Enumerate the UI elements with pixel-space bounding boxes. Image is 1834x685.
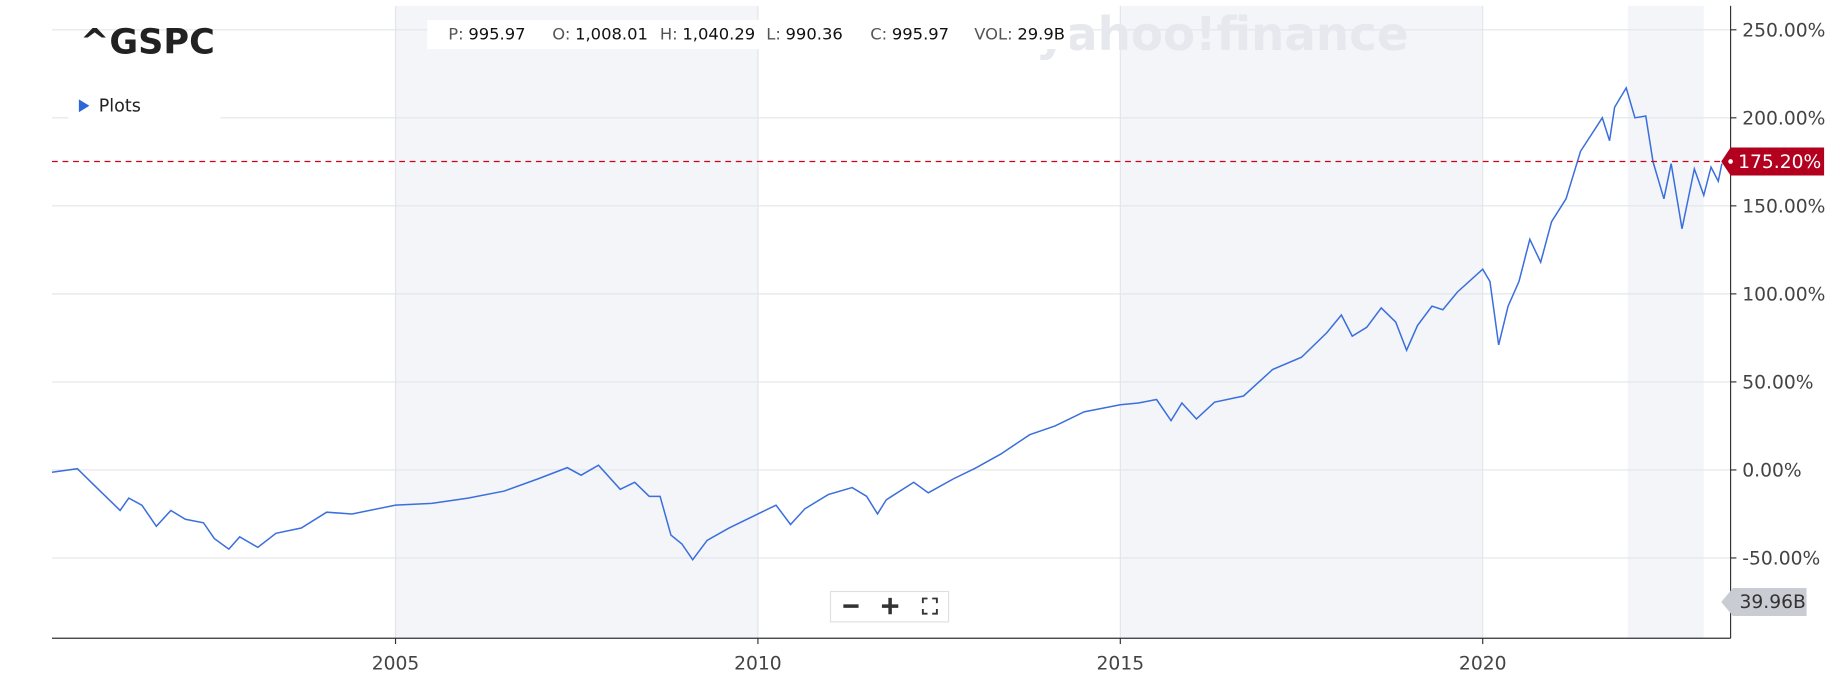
ohlc-value: 995.97 (468, 25, 525, 44)
ohlc-box (427, 19, 1071, 50)
y-tick-label: -50.00% (1742, 549, 1820, 570)
current-label: 175.20% (1738, 152, 1821, 173)
shaded-band (1120, 5, 1483, 639)
grid: -50.00% 0.00% 50.00% 100.00% 150.00% 200.00% 2… (51, 5, 1825, 674)
ohlc-value: 995.97 (892, 25, 949, 44)
zoom-out[interactable] (843, 604, 859, 608)
shaded-band (395, 5, 758, 639)
bands (395, 5, 1704, 639)
x-tick-label: 2020 (1459, 653, 1507, 674)
y-tick-label: 0.00% (1742, 461, 1801, 482)
y-tick-label: 250.00% (1742, 20, 1825, 41)
zoom-controls (829, 590, 950, 623)
plots-label[interactable]: Plots (99, 96, 141, 116)
watermark: yahoo!finance (1036, 8, 1409, 62)
chart-title: ^GSPC (80, 21, 215, 62)
plots-button[interactable] (68, 91, 221, 122)
ohlc: P: 995.97 O: 1,008.01 H: 1,040.29 L: 990.36 C: 99… (448, 25, 1065, 44)
ohlc-label: C: (870, 25, 887, 44)
volume-label: 39.96B (1740, 592, 1806, 613)
fullscreen[interactable] (921, 597, 938, 615)
price-line (51, 86, 1723, 562)
zoom-in[interactable] (881, 597, 899, 615)
x-tick-label: 2015 (1097, 653, 1145, 674)
ohlc-value: 1,008.01 (575, 25, 648, 44)
shaded-band (1627, 5, 1704, 639)
ohlc-label: P: (448, 25, 463, 44)
ohlc-value: 990.36 (786, 25, 843, 44)
current-dot (1728, 159, 1733, 164)
y-tick-label: 150.00% (1742, 197, 1825, 218)
x-tick-label: 2010 (734, 653, 782, 674)
current-tag (1721, 147, 1825, 176)
y-tick-label: 100.00% (1742, 285, 1825, 306)
y-tick-label: 50.00% (1742, 373, 1813, 394)
plot (51, 86, 1731, 562)
ohlc-value: 29.9B (1017, 25, 1065, 44)
ohlc-label: VOL: (974, 25, 1012, 44)
ohlc-label: L: (766, 25, 781, 44)
y-tick-label: 200.00% (1742, 108, 1825, 129)
plots-arrow (78, 99, 90, 113)
x-tick-label: 2005 (372, 653, 420, 674)
volume-tag (1721, 587, 1807, 617)
ohlc-label: O: (552, 25, 570, 44)
ohlc-value: 1,040.29 (682, 25, 755, 44)
ohlc-label: H: (660, 25, 678, 44)
